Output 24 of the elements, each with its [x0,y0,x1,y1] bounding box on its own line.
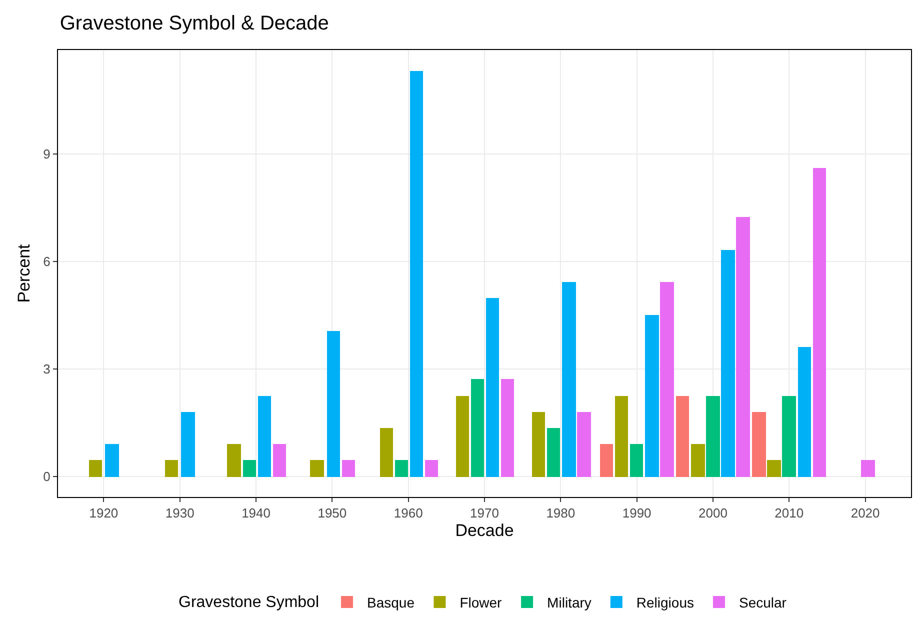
y-tick-label: 9 [43,146,50,162]
x-tick-label: 1970 [470,506,499,521]
y-tick-label: 3 [43,362,50,377]
x-tick-label: 1990 [622,506,652,521]
x-tick-label: 1930 [165,506,194,521]
x-tick-label: 1950 [318,506,347,521]
legend-label: Secular [738,594,787,610]
x-axis-title: Decade [455,521,514,540]
legend-title: Gravestone Symbol [178,594,320,612]
y-tick-label: 6 [43,254,50,270]
legend-label: Flower [460,594,502,610]
legend-label: Military [547,594,592,610]
x-tick-label: 1960 [394,506,423,521]
legend-label: Religious [636,594,694,610]
y-axis-title: Percent [14,244,34,303]
y-tick-label: 0 [43,469,50,484]
x-tick-label: 1920 [89,506,118,521]
x-tick-label: 1940 [242,506,270,521]
x-tick-label: 2000 [698,506,728,521]
x-tick-label: 2020 [850,506,880,521]
chart-title: Gravestone Symbol & Decade [60,12,329,35]
x-tick-label: 1980 [546,506,576,521]
x-tick-label: 2010 [774,506,804,521]
legend-label: Basque [367,594,415,610]
